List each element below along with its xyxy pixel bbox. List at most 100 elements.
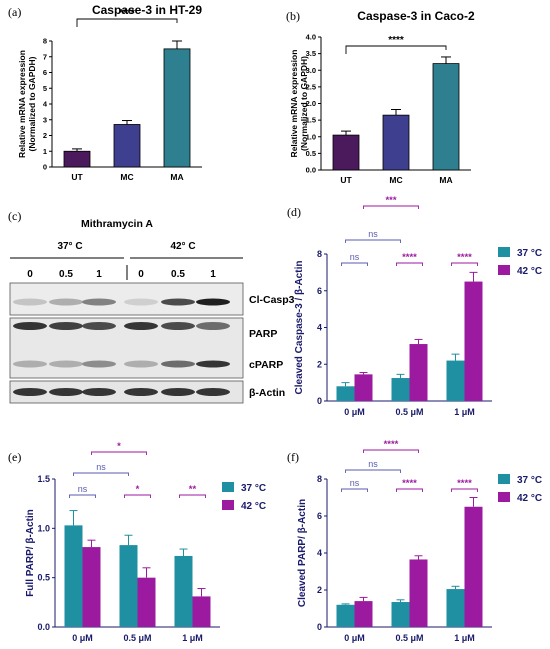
e-sig-label: * bbox=[117, 441, 121, 452]
chart-f: 0 2 4 6 8 Cleaved PARP/ β-Actin 0 μM 0.5 μM 1 μM… bbox=[297, 439, 542, 643]
a-ytick-label: 5 bbox=[43, 84, 47, 93]
e-sig-bracket bbox=[73, 472, 129, 476]
a-y-label-line: Relative mRNA expression bbox=[17, 50, 27, 158]
f-ytick-label: 4 bbox=[317, 548, 322, 558]
panel-label-a: (a) bbox=[8, 5, 21, 19]
f-category-label: 0 μM bbox=[344, 633, 365, 643]
e-legend-label: 37 °C bbox=[241, 483, 266, 494]
f-ytick-label: 2 bbox=[317, 585, 322, 595]
d-ytick-label: 6 bbox=[317, 286, 322, 296]
b-sig-bracket bbox=[345, 45, 447, 54]
panel-label-d: (d) bbox=[287, 205, 301, 219]
blot-band--actin bbox=[124, 388, 158, 396]
blot-band-parp bbox=[161, 322, 195, 330]
d-ytick-label: 8 bbox=[317, 249, 322, 259]
blot-band-cl-casp3 bbox=[124, 298, 158, 306]
blot-band-parp bbox=[196, 322, 230, 330]
blot-temp-label: 42° C bbox=[170, 241, 195, 252]
blot-row-label: Cl-Casp3 bbox=[249, 294, 295, 306]
d-bar-37c bbox=[336, 386, 355, 401]
blot-band-parp bbox=[124, 322, 158, 330]
f-sig-bracket bbox=[451, 488, 478, 492]
f-sig-label: **** bbox=[384, 439, 399, 450]
e-legend-swatch bbox=[222, 482, 234, 492]
chart-b: Caspase-3 in Caco-2 0.0 0.5 1.0 1.5 2.0 2.5 3.0… bbox=[289, 9, 475, 185]
a-y-label: Relative mRNA expression(Normalized to G… bbox=[17, 50, 37, 158]
a-bar-ut bbox=[63, 150, 91, 168]
a-ytick-label: 1 bbox=[43, 147, 47, 156]
e-legend-swatch bbox=[222, 500, 234, 510]
e-sig-label: ns bbox=[78, 484, 88, 494]
b-y-label-line: Relative mRNA expression bbox=[289, 50, 299, 158]
b-sig-label: **** bbox=[388, 35, 404, 46]
d-sig-label: ns bbox=[350, 252, 360, 262]
chart-d: 0 2 4 6 8 Cleaved Caspase-3 / β-Actin 0 μM 0.5 … bbox=[294, 195, 542, 417]
e-category-label: 0 μM bbox=[72, 633, 93, 643]
f-ytick-label: 6 bbox=[317, 511, 322, 521]
d-sig-bracket bbox=[341, 262, 368, 266]
b-category-label: MC bbox=[389, 175, 402, 185]
blot-band-cparp bbox=[124, 360, 158, 368]
blot-row-label: β-Actin bbox=[249, 387, 285, 399]
e-sig-bracket bbox=[69, 494, 96, 498]
blot-band-parp bbox=[13, 322, 47, 330]
f-sig-bracket bbox=[363, 449, 419, 453]
blot-band-cl-casp3 bbox=[161, 298, 195, 306]
f-sig-bracket bbox=[345, 469, 401, 473]
b-category-label: UT bbox=[340, 175, 352, 185]
e-sig-bracket bbox=[179, 494, 206, 498]
blot-band--actin bbox=[161, 388, 195, 396]
blot-band-cparp bbox=[196, 360, 230, 368]
e-bar-37c bbox=[64, 525, 83, 627]
blot-band-cparp bbox=[82, 360, 116, 368]
a-bar-ma bbox=[163, 48, 191, 168]
e-bar-42c bbox=[192, 596, 211, 627]
d-bar-42c bbox=[354, 374, 373, 401]
b-ytick-label: 1.5 bbox=[306, 116, 316, 125]
f-sig-label: **** bbox=[402, 478, 417, 489]
blot-band--actin bbox=[196, 388, 230, 396]
e-category-label: 1 μM bbox=[182, 633, 203, 643]
d-legend-label: 42 °C bbox=[517, 266, 542, 277]
chart-e: 0.0 0.5 1.0 1.5 Full PARP/ β-Actin 0 μM 0.5 μM… bbox=[25, 441, 266, 643]
blot-temp-label: 37° C bbox=[57, 241, 82, 252]
blot-lane-label: 0 bbox=[27, 269, 33, 280]
d-sig-label: ns bbox=[368, 229, 378, 239]
blot-lane-label: 0.5 bbox=[171, 269, 185, 280]
d-legend-swatch bbox=[498, 247, 510, 257]
f-legend-label: 37 °C bbox=[517, 475, 542, 486]
b-title: Caspase-3 in Caco-2 bbox=[357, 9, 475, 23]
d-legend-label: 37 °C bbox=[517, 248, 542, 259]
d-sig-label: **** bbox=[402, 252, 417, 263]
f-bar-42c bbox=[464, 506, 483, 627]
e-bar-42c bbox=[82, 547, 101, 627]
b-bar-mc bbox=[382, 114, 410, 171]
f-y-label: Cleaved PARP/ β-Actin bbox=[297, 499, 308, 607]
e-sig-label: ** bbox=[189, 484, 197, 495]
blot-lane-label: 1 bbox=[210, 269, 216, 280]
b-ytick-label: 0.0 bbox=[306, 166, 316, 175]
d-y-label: Cleaved Caspase-3 / β-Actin bbox=[294, 261, 305, 395]
b-category-label: MA bbox=[439, 175, 452, 185]
f-legend-swatch bbox=[498, 492, 510, 502]
f-category-label: 1 μM bbox=[454, 633, 475, 643]
blot-lane-label: 0.5 bbox=[59, 269, 73, 280]
f-sig-label: **** bbox=[457, 478, 472, 489]
f-category-label: 0.5 μM bbox=[395, 633, 423, 643]
b-ytick-label: 1.0 bbox=[306, 132, 316, 141]
a-title: Caspase-3 in HT-29 bbox=[92, 3, 202, 17]
e-bar-37c bbox=[174, 555, 193, 627]
f-ytick-label: 8 bbox=[317, 474, 322, 484]
panel-label-b: (b) bbox=[286, 9, 300, 23]
b-bar-ut bbox=[332, 134, 360, 171]
blot-row-label: cPARP bbox=[249, 359, 283, 371]
chart-a: Caspase-3 in HT-29 0 1 2 3 4 5 6 7 8 Relative mRNA… bbox=[17, 3, 202, 182]
e-sig-label: ns bbox=[96, 462, 106, 472]
blot-panel bbox=[9, 282, 244, 316]
a-ytick-label: 3 bbox=[43, 115, 47, 124]
e-ytick-label: 0.5 bbox=[37, 573, 50, 583]
d-bar-37c bbox=[391, 378, 410, 401]
f-sig-label: ns bbox=[368, 459, 378, 469]
d-category-label: 0.5 μM bbox=[395, 407, 423, 417]
